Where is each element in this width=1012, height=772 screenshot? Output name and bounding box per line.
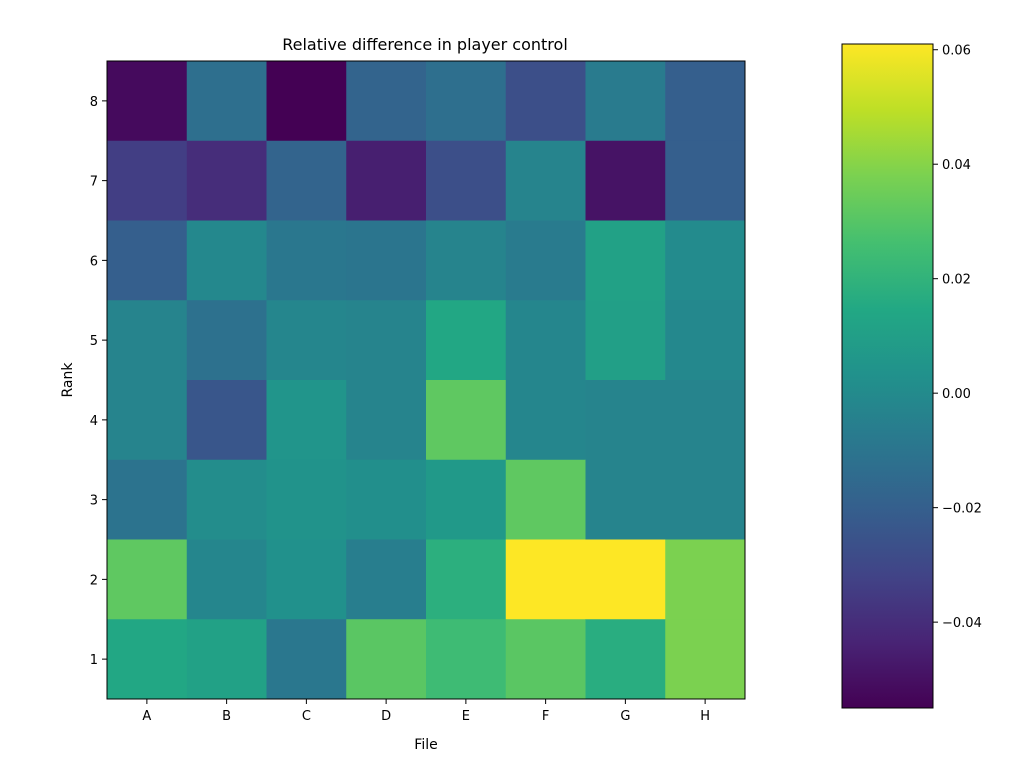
heatmap-cell	[426, 380, 507, 461]
heatmap-cell	[426, 459, 507, 540]
y-tick-label: 6	[90, 254, 98, 269]
colorbar-tick-label: −0.04	[942, 616, 982, 631]
heatmap-cell	[585, 619, 666, 700]
chart-title: Relative difference in player control	[282, 35, 568, 54]
colorbar-tick-label: 0.04	[942, 158, 971, 173]
heatmap-cell	[585, 220, 666, 301]
heatmap-cell	[107, 380, 188, 461]
heatmap-cell	[346, 220, 427, 301]
heatmap-cell	[186, 380, 267, 461]
x-tick-label: D	[381, 709, 391, 724]
heatmap-cell	[186, 539, 267, 620]
heatmap-cell	[186, 140, 267, 221]
x-axis: A B C D E F G H	[142, 699, 710, 724]
heatmap-cell	[585, 459, 666, 540]
heatmap-cell	[426, 61, 507, 142]
heatmap-cell	[346, 380, 427, 461]
y-tick-label: 5	[90, 334, 98, 349]
heatmap-cell	[107, 140, 188, 221]
heatmap-cell	[266, 459, 347, 540]
heatmap-cell	[585, 539, 666, 620]
heatmap-cell	[186, 220, 267, 301]
x-axis-label: File	[414, 737, 437, 753]
heatmap-cell	[505, 380, 586, 461]
heatmap-cells	[107, 61, 746, 700]
heatmap-cell	[665, 619, 746, 700]
heatmap-cell	[266, 220, 347, 301]
heatmap-cell	[665, 300, 746, 381]
y-tick-label: 1	[90, 653, 98, 668]
heatmap-cell	[665, 140, 746, 221]
y-tick-label: 2	[90, 573, 98, 588]
heatmap-cell	[505, 459, 586, 540]
heatmap-cell	[346, 459, 427, 540]
heatmap-cell	[186, 619, 267, 700]
heatmap-cell	[107, 220, 188, 301]
heatmap-cell	[266, 300, 347, 381]
heatmap-cell	[426, 300, 507, 381]
heatmap-cell	[346, 619, 427, 700]
heatmap-cell	[346, 140, 427, 221]
y-tick-label: 7	[90, 175, 98, 190]
heatmap-cell	[266, 539, 347, 620]
heatmap-cell	[665, 220, 746, 301]
heatmap-cell	[426, 220, 507, 301]
y-tick-label: 4	[90, 414, 98, 429]
heatmap-cell	[107, 459, 188, 540]
y-axis-label: Rank	[60, 362, 76, 398]
heatmap-cell	[585, 300, 666, 381]
x-tick-label: B	[222, 709, 231, 724]
heatmap-cell	[585, 61, 666, 142]
heatmap-cell	[266, 380, 347, 461]
x-tick-label: C	[302, 709, 311, 724]
heatmap-cell	[266, 61, 347, 142]
heatmap-cell	[505, 61, 586, 142]
y-axis: 8 7 6 5 4 3 2 1	[90, 95, 107, 668]
x-tick-label: G	[620, 709, 630, 724]
heatmap-cell	[426, 619, 507, 700]
x-tick-label: E	[462, 709, 470, 724]
x-tick-label: A	[142, 709, 151, 724]
y-tick-label: 3	[90, 494, 98, 509]
heatmap-cell	[505, 619, 586, 700]
x-tick-label: F	[542, 709, 549, 724]
heatmap-cell	[426, 140, 507, 221]
heatmap-cell	[505, 539, 586, 620]
colorbar-axis: 0.06 0.04 0.02 0.00 −0.02 −0.04	[933, 44, 982, 631]
colorbar-tick-label: −0.02	[942, 502, 982, 517]
heatmap-cell	[665, 61, 746, 142]
plot-frame	[106, 60, 746, 700]
heatmap-cell	[346, 300, 427, 381]
colorbar-tick-label: 0.00	[942, 387, 971, 402]
colorbar-tick-label: 0.02	[942, 273, 971, 288]
heatmap-cell	[505, 140, 586, 221]
heatmap-cell	[665, 459, 746, 540]
x-tick-label: H	[700, 709, 710, 724]
heatmap-cell	[107, 300, 188, 381]
heatmap-cell	[186, 459, 267, 540]
heatmap-cell	[186, 61, 267, 142]
colorbar	[841, 43, 934, 709]
heatmap-cell	[665, 380, 746, 461]
heatmap-cell	[107, 619, 188, 700]
colorbar-tick-label: 0.06	[942, 44, 971, 59]
heatmap-cell	[346, 61, 427, 142]
heatmap-cell	[505, 300, 586, 381]
heatmap-cell	[426, 539, 507, 620]
y-tick-label: 8	[90, 95, 98, 110]
heatmap-cell	[107, 61, 188, 142]
heatmap-cell	[665, 539, 746, 620]
heatmap-cell	[585, 140, 666, 221]
heatmap-cell	[107, 539, 188, 620]
heatmap-cell	[505, 220, 586, 301]
heatmap-cell	[186, 300, 267, 381]
heatmap-cell	[266, 140, 347, 221]
heatmap-cell	[585, 380, 666, 461]
heatmap-cell	[346, 539, 427, 620]
heatmap-cell	[266, 619, 347, 700]
